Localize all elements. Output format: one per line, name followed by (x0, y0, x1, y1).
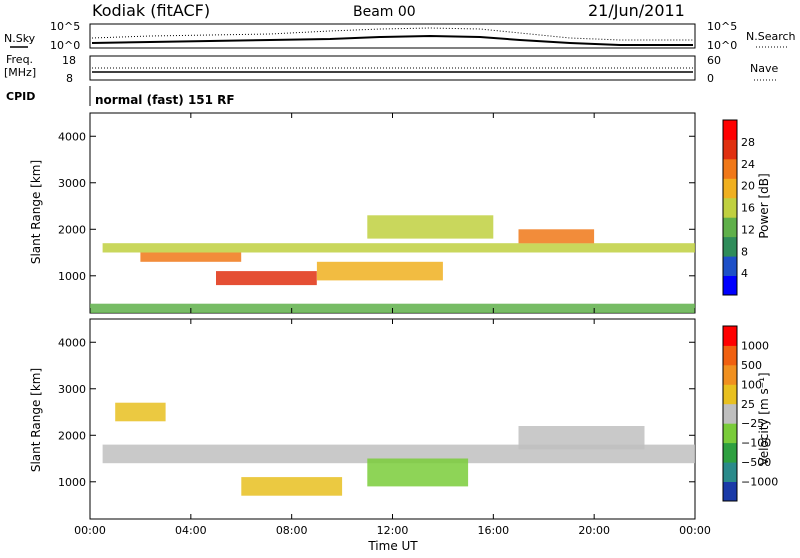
power-region-5 (518, 229, 595, 244)
velocity-colorbar-tick-1: 500 (741, 359, 762, 372)
velocity-colorbar-tick-7: −1000 (741, 476, 778, 489)
power-region-2 (216, 271, 317, 286)
power-colorbar: 4 8 12 16 20 24 28 (722, 119, 755, 296)
x-tick-label-2: 08:00 (276, 524, 308, 537)
x-axis-ticks: 00:00 04:00 08:00 12:00 16:00 20:00 00:00 (74, 113, 711, 537)
velocity-colorbar-tick-5: −100 (741, 437, 771, 450)
velocity-region-4 (115, 402, 166, 422)
velocity-region-2 (367, 458, 469, 487)
power-colorbar-tick-5: 24 (741, 158, 755, 171)
velocity-yticks: 1000 2000 3000 4000 (58, 336, 695, 489)
velocity-data (102, 402, 696, 496)
nsearch-tick-low: 10^0 (707, 39, 737, 52)
nsearch-trace (91, 27, 693, 41)
power-ytick-label-2: 3000 (58, 177, 86, 190)
power-region-3 (316, 261, 443, 281)
nsky-trace (91, 34, 693, 46)
velocity-ylabel: Slant Range [km] (29, 368, 43, 472)
velocity-region-1 (241, 477, 343, 496)
power-colorbar-tick-3: 16 (741, 202, 755, 215)
power-colorbar-segment-6 (723, 158, 737, 179)
power-ytick-label-1: 2000 (58, 223, 86, 236)
power-colorbar-segment-7 (723, 139, 737, 160)
power-yticks: 1000 2000 3000 4000 (58, 130, 695, 283)
freq-tick-low: 8 (66, 72, 73, 85)
nsearch-label: N.Search (746, 30, 796, 43)
x-tick-label-1: 04:00 (175, 524, 207, 537)
velocity-colorbar-segment-5 (723, 384, 737, 405)
power-colorbar-tick-4: 20 (741, 180, 755, 193)
velocity-colorbar-tick-6: −500 (741, 456, 771, 469)
power-colorbar-tick-0: 4 (741, 267, 748, 280)
power-panel: 1000 2000 3000 4000 (58, 112, 696, 314)
velocity-colorbar-segment-3 (723, 423, 737, 444)
power-colorbar-tick-1: 8 (741, 245, 748, 258)
power-colorbar-label: Power [dB] (757, 173, 771, 238)
x-tick-label-5: 20:00 (578, 524, 610, 537)
velocity-ytick-label-2: 3000 (58, 383, 86, 396)
nave-label: Nave (750, 62, 778, 75)
nave-tick-high: 60 (707, 54, 721, 67)
power-colorbar-segment-8 (723, 120, 737, 140)
velocity-colorbar-tick-4: −25 (741, 417, 764, 430)
freq-tick-high: 18 (62, 54, 76, 67)
freq-unit: [MHz] (4, 66, 36, 79)
velocity-colorbar-segment-8 (723, 326, 737, 346)
cpid-text: normal (fast) 151 RF (95, 93, 235, 107)
x-tick-label-3: 12:00 (377, 524, 409, 537)
velocity-colorbar-tick-0: 1000 (741, 339, 769, 352)
velocity-colorbar-tick-3: 25 (741, 398, 755, 411)
velocity-colorbar-segment-7 (723, 345, 737, 366)
x-tick-label-6: 00:00 (679, 524, 711, 537)
velocity-ytick-label-3: 4000 (58, 336, 86, 349)
velocity-colorbar-label: Velocity [m s⁻¹] (757, 372, 771, 465)
x-axis-label: Time UT (367, 539, 418, 553)
freq-panel (89, 55, 696, 81)
power-colorbar-segment-2 (723, 236, 737, 257)
x-tick-label-4: 16:00 (477, 524, 509, 537)
nsky-label: N.Sky (4, 32, 36, 45)
nsky-tick-high: 10^5 (50, 20, 80, 33)
power-colorbar-tick-2: 12 (741, 223, 755, 236)
velocity-region-3 (518, 426, 645, 450)
station-title: Kodiak (fitACF) (92, 1, 210, 20)
velocity-colorbar-frame (722, 325, 738, 502)
velocity-colorbar-segment-0 (723, 481, 737, 502)
beam-title: Beam 00 (353, 4, 416, 20)
power-plot-frame (89, 112, 696, 314)
velocity-colorbar-segment-2 (723, 442, 737, 463)
power-region-1 (140, 252, 242, 262)
power-region-0 (102, 243, 696, 253)
power-ytick-label-0: 1000 (58, 270, 86, 283)
date-title: 21/Jun/2011 (588, 1, 685, 20)
nsky-tick-low: 10^0 (50, 39, 80, 52)
power-colorbar-segment-1 (723, 256, 737, 276)
nave-tick-low: 0 (707, 72, 714, 85)
cpid-label: CPID (6, 90, 35, 103)
velocity-panel: 1000 2000 3000 4000 (58, 318, 696, 520)
velocity-ytick-label-1: 2000 (58, 429, 86, 442)
velocity-colorbar-segment-6 (723, 364, 737, 385)
power-colorbar-segment-3 (723, 217, 737, 238)
velocity-colorbar-tick-2: 100 (741, 378, 762, 391)
power-colorbar-frame (722, 119, 738, 296)
power-colorbar-segment-0 (723, 275, 737, 296)
freq-label: Freq. (6, 53, 33, 66)
power-colorbar-segment-4 (723, 197, 737, 218)
velocity-plot-frame (89, 318, 696, 520)
nsearch-tick-high: 10^5 (707, 20, 737, 33)
nsky-panel (89, 23, 696, 49)
velocity-colorbar-segment-4 (723, 403, 737, 424)
velocity-colorbar: 1000 500 100 25 −25 −100 −500 −1000 (722, 325, 778, 502)
power-region-4 (367, 215, 494, 239)
power-colorbar-tick-6: 28 (741, 136, 755, 149)
power-ylabel: Slant Range [km] (29, 160, 43, 264)
x-tick-label-0: 00:00 (74, 524, 106, 537)
power-colorbar-segment-5 (723, 178, 737, 199)
velocity-colorbar-segment-1 (723, 462, 737, 482)
power-ytick-label-3: 4000 (58, 130, 86, 143)
velocity-ytick-label-0: 1000 (58, 476, 86, 489)
